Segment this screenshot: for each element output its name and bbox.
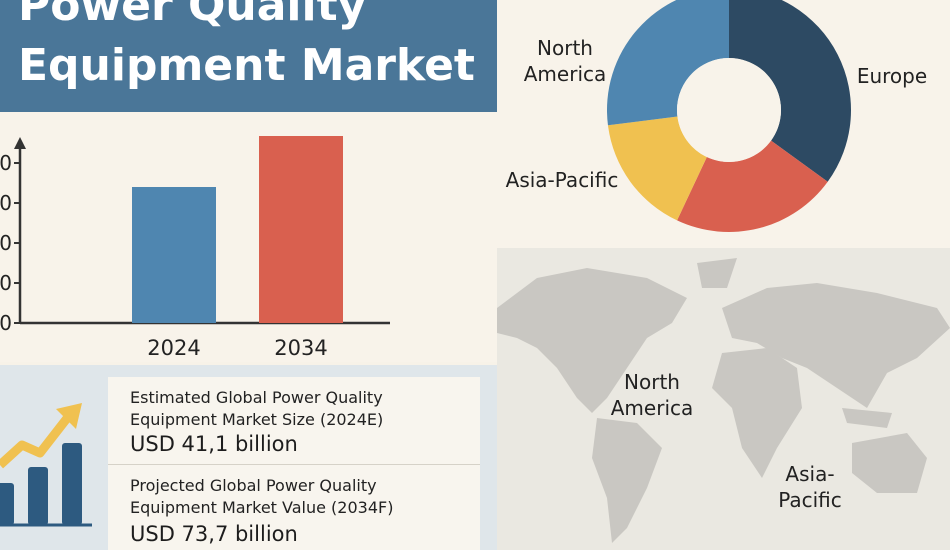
islands bbox=[842, 408, 892, 428]
donut-slice bbox=[607, 116, 707, 221]
map-panel: North America Asia-Pacific bbox=[497, 248, 950, 550]
y-tick-label: 40 bbox=[0, 231, 12, 255]
bar bbox=[259, 136, 343, 323]
stat-label: Projected Global Power Quality Equipment… bbox=[130, 476, 394, 517]
y-tick-label: 60 bbox=[0, 191, 12, 215]
stat-label: Estimated Global Power Quality Equipment… bbox=[130, 388, 384, 429]
icon-bar bbox=[62, 443, 82, 525]
greenland bbox=[697, 258, 737, 288]
growth-icon bbox=[0, 403, 92, 527]
x-tick-label: 2034 bbox=[274, 336, 327, 360]
icon-bar bbox=[0, 483, 14, 525]
title-panel: Power Quality Equipment Market bbox=[0, 0, 497, 112]
stat-value: USD 73,7 billion bbox=[130, 522, 298, 546]
south-america bbox=[592, 418, 662, 543]
y-axis-arrow bbox=[14, 137, 26, 149]
chart: 0 20 40 60 80 2024 2034 bbox=[0, 136, 390, 360]
y-tick-label: 0 bbox=[0, 311, 12, 335]
donut-panel: Europe Asia-Pacific North America bbox=[497, 0, 950, 248]
continents bbox=[497, 258, 950, 543]
stat-value: USD 41,1 billion bbox=[130, 432, 298, 456]
chart bbox=[607, 0, 851, 232]
world-map bbox=[497, 258, 950, 543]
stat-card: Projected Global Power Quality Equipment… bbox=[108, 464, 480, 550]
map-label: North America bbox=[610, 370, 694, 420]
y-tick-label: 20 bbox=[0, 271, 12, 295]
icon-arrow bbox=[0, 414, 72, 469]
title-line: Equipment Market bbox=[18, 40, 475, 91]
australia bbox=[852, 433, 927, 493]
slice-label: Asia-Pacific bbox=[505, 168, 619, 192]
stat-card: Estimated Global Power Quality Equipment… bbox=[108, 377, 480, 464]
donut-slice bbox=[729, 0, 851, 182]
donut-slice bbox=[677, 140, 828, 232]
map-label: Asia-Pacific bbox=[778, 462, 842, 512]
africa bbox=[712, 348, 802, 478]
donut-hole bbox=[677, 58, 781, 162]
icon-arrowhead bbox=[56, 403, 82, 429]
y-tick-label: 80 bbox=[0, 151, 12, 175]
bar bbox=[132, 187, 216, 323]
donut-slice bbox=[607, 0, 729, 126]
title-line: Power Quality bbox=[18, 0, 367, 31]
x-tick-label: 2024 bbox=[147, 336, 200, 360]
stat-panel: Estimated Global Power Quality Equipment… bbox=[0, 365, 497, 550]
eurasia bbox=[722, 283, 950, 408]
north-america bbox=[497, 268, 687, 413]
icon-bar bbox=[28, 467, 48, 525]
slice-label: North America bbox=[523, 36, 607, 86]
bar-panel: 0 20 40 60 80 2024 2034 bbox=[0, 112, 497, 362]
slice-label: Europe bbox=[856, 64, 928, 88]
